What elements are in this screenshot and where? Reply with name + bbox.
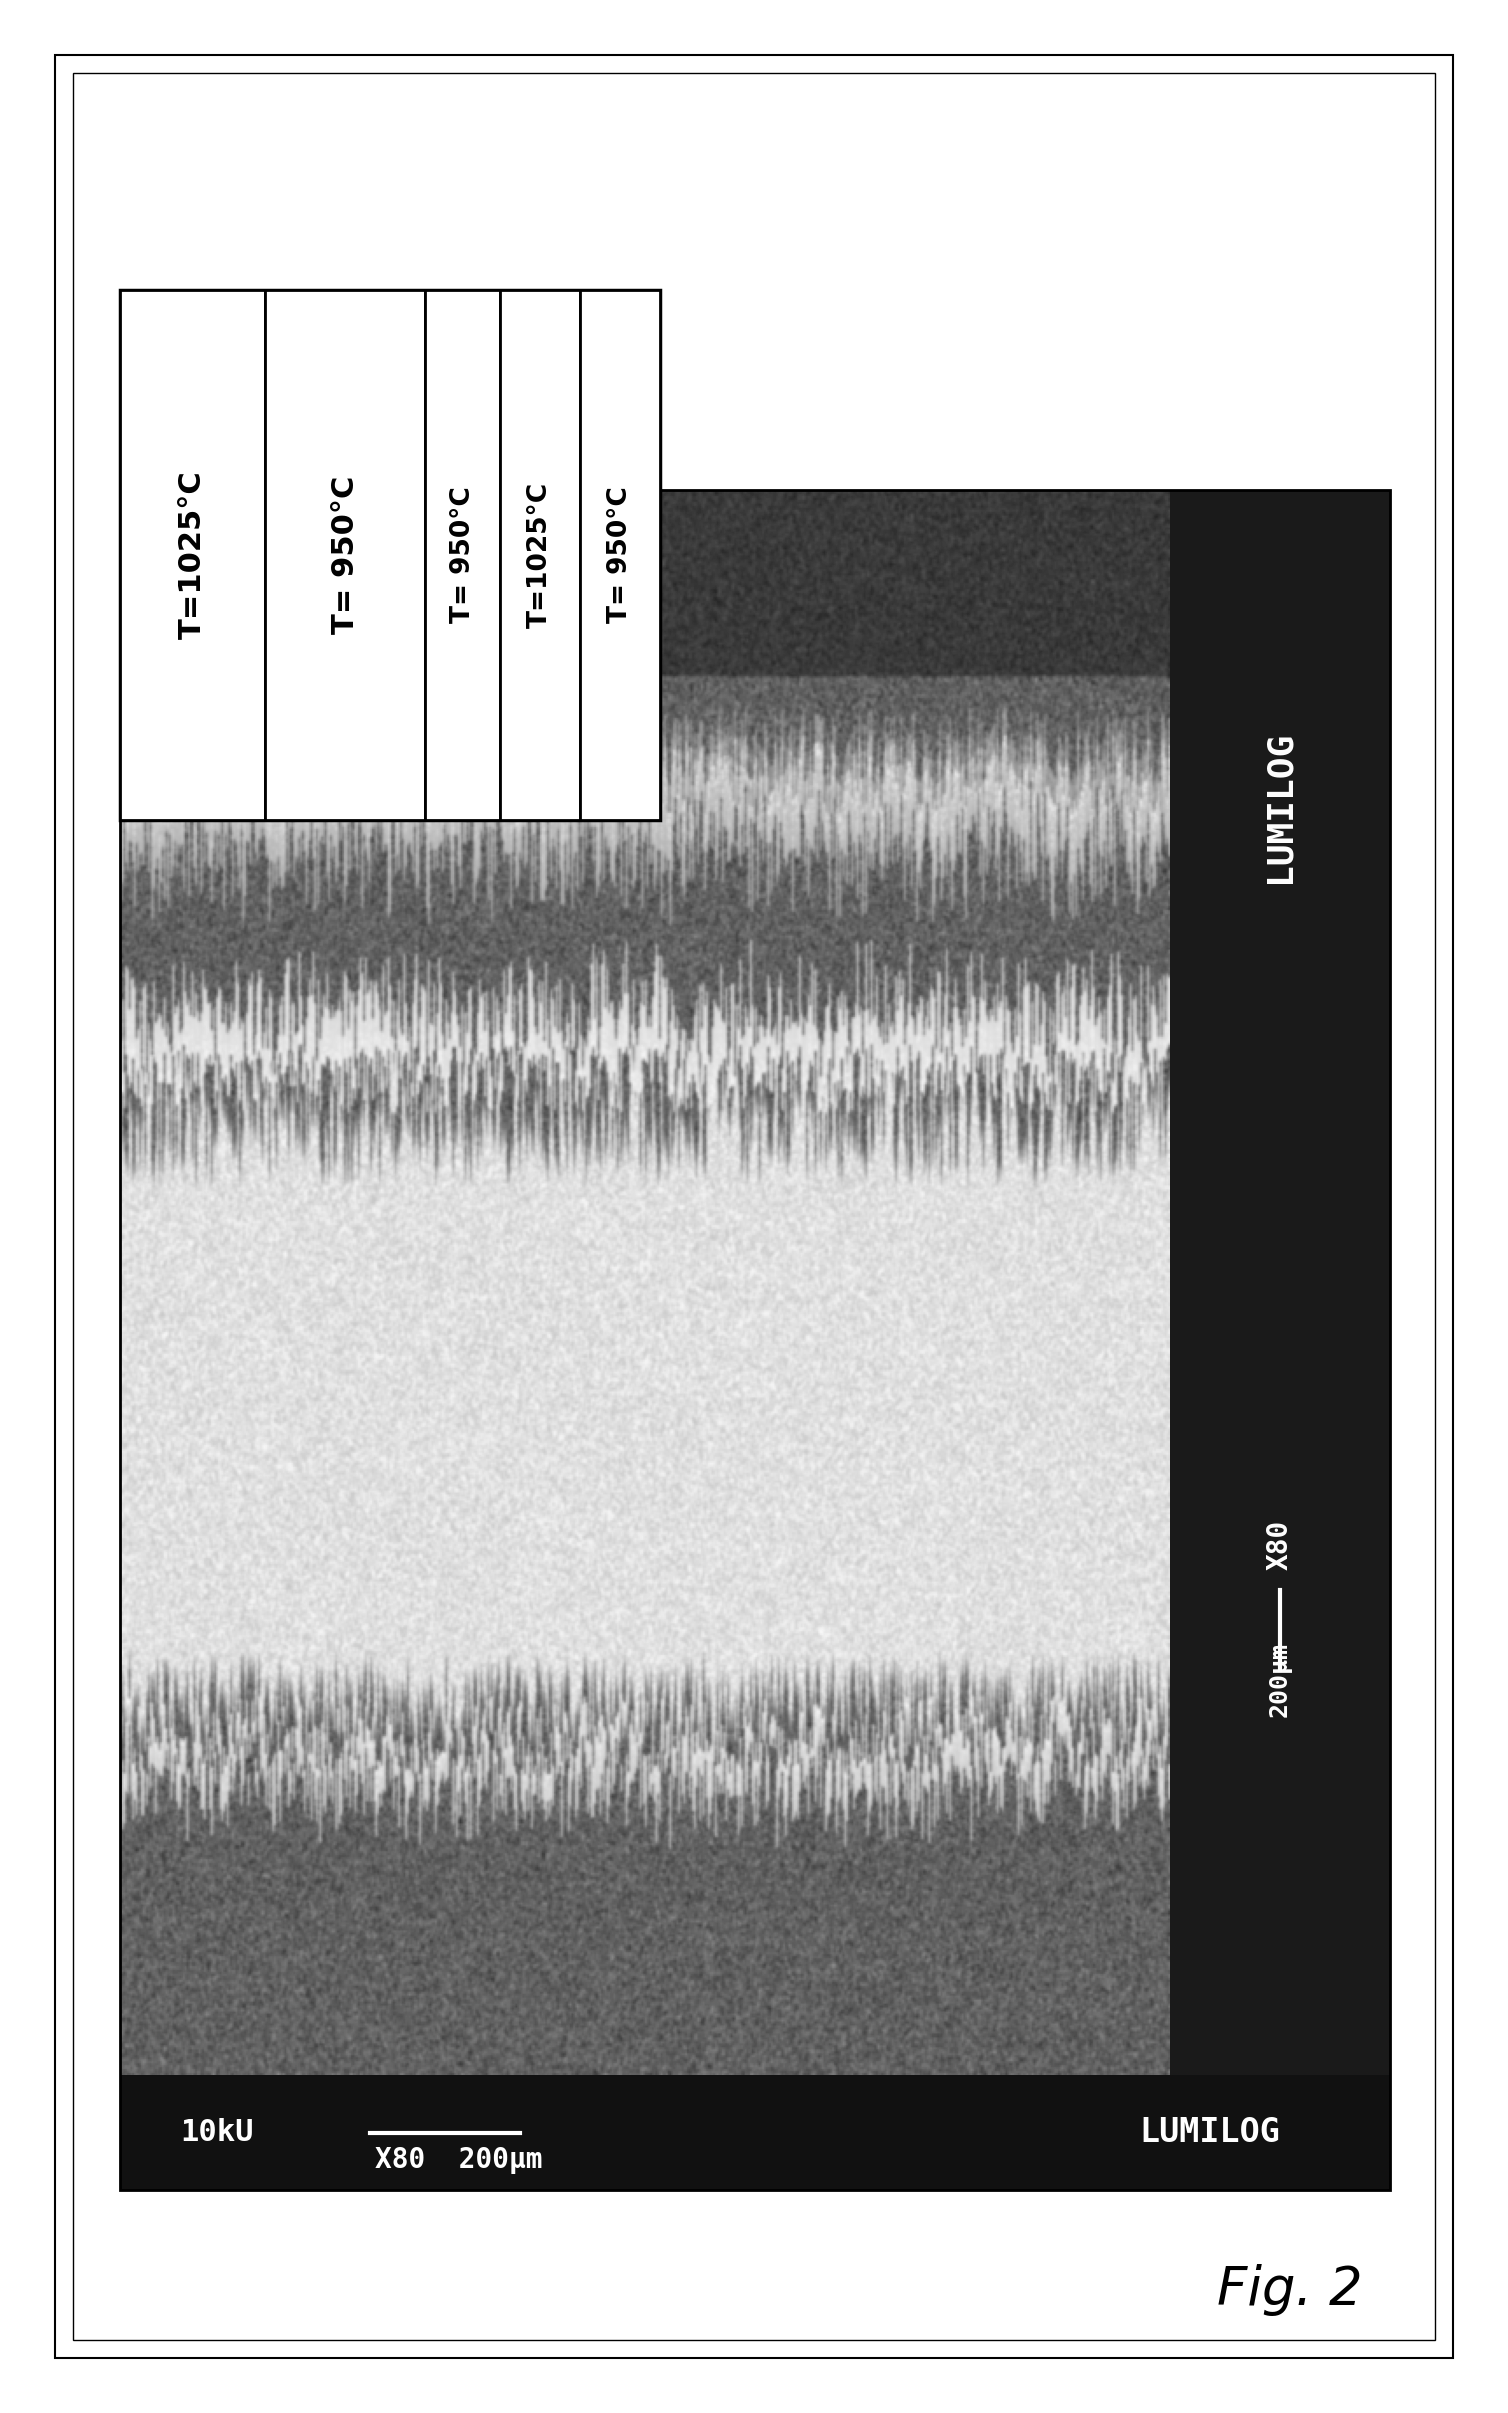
Text: X80: X80 bbox=[1267, 1520, 1294, 1568]
Text: T=1025°C: T=1025°C bbox=[526, 483, 553, 627]
Bar bbox=[425, 290, 501, 820]
Text: LUMILOG: LUMILOG bbox=[1264, 731, 1297, 883]
Text: Fig. 2: Fig. 2 bbox=[1217, 2263, 1363, 2316]
Bar bbox=[265, 290, 425, 820]
Bar bbox=[121, 290, 661, 820]
Text: T= 950°C: T= 950°C bbox=[449, 487, 475, 623]
Bar bbox=[121, 2075, 1390, 2191]
Text: T= 950°C: T= 950°C bbox=[330, 475, 359, 635]
Text: T=1025°C: T=1025°C bbox=[178, 471, 207, 639]
Text: T= 950°C: T= 950°C bbox=[608, 487, 633, 623]
Bar bbox=[1170, 490, 1390, 2075]
Bar bbox=[121, 490, 1390, 2191]
Text: LUMILOG: LUMILOG bbox=[1140, 2116, 1280, 2150]
Text: 200μm: 200μm bbox=[1268, 1641, 1292, 1718]
Text: X80  200μm: X80 200μm bbox=[375, 2148, 543, 2174]
Bar bbox=[581, 290, 661, 820]
Text: 10kU: 10kU bbox=[179, 2119, 253, 2148]
Bar bbox=[501, 290, 581, 820]
Bar bbox=[121, 290, 265, 820]
